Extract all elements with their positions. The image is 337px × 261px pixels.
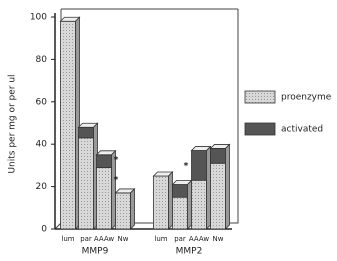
group-label: MMP9 — [82, 247, 109, 257]
y-tick-label: 100 — [30, 13, 47, 23]
y-tick-label: 80 — [36, 55, 48, 65]
bar-segment — [172, 184, 188, 198]
bar-side — [225, 143, 230, 230]
bar-segment — [96, 154, 112, 168]
legend-swatch — [244, 90, 276, 104]
bar-segment — [191, 150, 207, 181]
bar-side — [130, 187, 135, 230]
bar-segment — [115, 192, 131, 230]
x-tick-label: lum — [61, 235, 74, 243]
bar-segment — [78, 126, 94, 139]
x-tick-label: Nw — [213, 235, 224, 243]
x-tick-label: par — [174, 235, 186, 243]
bar-side — [168, 171, 173, 230]
bar-side — [187, 179, 192, 230]
bar-segment — [191, 179, 207, 230]
annotation: * — [114, 176, 119, 186]
legend-swatch — [244, 122, 276, 136]
y-tick-label: 40 — [36, 140, 48, 150]
y-tick-label: 20 — [36, 182, 48, 192]
x-tick-label: AAAw — [189, 235, 209, 243]
x-tick-label: par — [80, 235, 92, 243]
bar-segment — [96, 167, 112, 230]
bar-segment — [210, 148, 226, 164]
x-tick-label: lum — [154, 235, 167, 243]
x-tick-label: Nw — [118, 235, 129, 243]
frame — [54, 9, 239, 230]
bar-segment — [172, 196, 188, 230]
bar-segment — [153, 175, 169, 230]
y-axis-label: Units per mg or per ul — [8, 74, 18, 173]
y-tick-label: 60 — [36, 97, 48, 107]
x-tick-label: AAAw — [94, 235, 114, 243]
annotation: * — [184, 162, 189, 172]
bar-segment — [60, 20, 76, 230]
y-tick-label: 0 — [41, 225, 47, 235]
annotation: * — [114, 156, 119, 166]
legend-label: proenzyme — [281, 93, 332, 103]
bar-segment — [210, 162, 226, 230]
legend-label: activated — [281, 125, 323, 135]
bar-segment — [78, 137, 94, 230]
bar-side — [206, 145, 211, 230]
group-label: MMP2 — [176, 247, 203, 257]
